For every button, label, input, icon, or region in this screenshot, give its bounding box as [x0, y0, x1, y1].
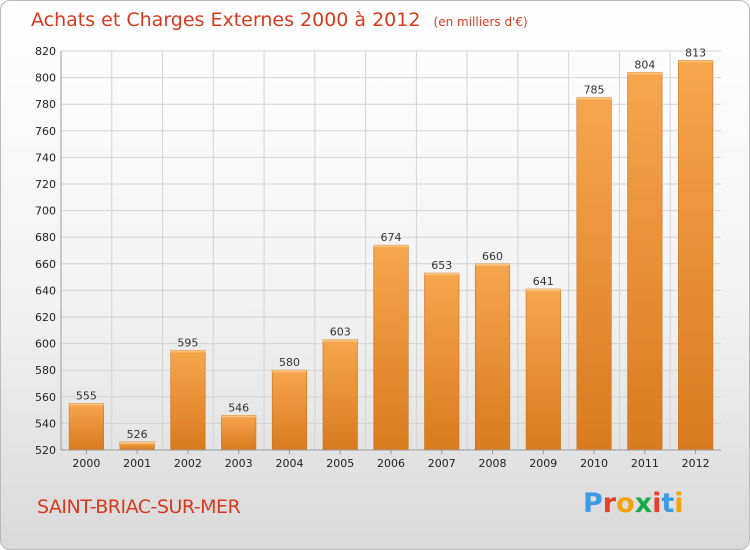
x-tick-label: 2003	[225, 457, 253, 470]
x-tick-label: 2010	[580, 457, 608, 470]
data-label-2006: 674	[381, 231, 402, 244]
bar-highlight	[373, 245, 409, 248]
bar-2000	[68, 403, 104, 451]
y-tick-label: 700	[35, 205, 56, 218]
data-label-2003: 546	[228, 401, 249, 414]
bar-highlight	[170, 350, 206, 353]
x-tick-label: 2012	[682, 457, 710, 470]
y-tick-label: 800	[35, 72, 56, 85]
logo-letter: r	[602, 488, 617, 519]
y-tick-label: 820	[35, 45, 56, 58]
y-tick-label: 760	[35, 125, 56, 138]
logo-letter: o	[616, 488, 635, 519]
bar-2007	[424, 272, 460, 451]
bar-2011	[627, 71, 663, 451]
bar-highlight	[576, 97, 612, 100]
y-tick-label: 720	[35, 178, 56, 191]
x-tick-label: 2011	[631, 457, 659, 470]
x-tick-label: 2002	[174, 457, 202, 470]
data-label-2001: 526	[127, 428, 148, 441]
bar-highlight	[627, 72, 663, 75]
bars	[68, 60, 714, 451]
x-tick-label: 2008	[479, 457, 507, 470]
y-tick-label: 620	[35, 311, 56, 324]
data-label-2002: 595	[177, 336, 198, 349]
logo-letter: t	[661, 488, 675, 519]
y-tick-label: 520	[35, 444, 56, 457]
x-tick-label: 2007	[428, 457, 456, 470]
bar-2009	[525, 288, 561, 451]
data-label-2011: 804	[634, 58, 655, 71]
bar-highlight	[678, 60, 713, 63]
y-tick-label: 560	[35, 391, 56, 404]
x-tick-label: 2006	[377, 457, 405, 470]
bar-highlight	[119, 442, 155, 445]
y-tick-label: 680	[35, 231, 56, 244]
title-text: Achats et Charges Externes 2000 à 2012	[31, 9, 421, 31]
bar-highlight	[221, 415, 256, 418]
y-tick-label: 540	[35, 417, 56, 430]
bar-2006	[373, 244, 409, 451]
x-tick-label: 2000	[72, 457, 100, 470]
data-label-2004: 580	[279, 356, 300, 369]
y-tick-label: 660	[35, 258, 56, 271]
y-tick-label: 600	[35, 338, 56, 351]
y-tick-label: 740	[35, 151, 56, 164]
x-tick-label: 2005	[326, 457, 354, 470]
x-tick-label: 2001	[123, 457, 151, 470]
bar-highlight	[272, 370, 307, 373]
proxiti-logo[interactable]: Proxiti	[583, 488, 684, 519]
logo-letter: i	[652, 488, 662, 519]
bar-2008	[474, 263, 511, 451]
x-tick-label: 2004	[275, 457, 303, 470]
bar-highlight	[526, 289, 561, 292]
data-label-2007: 653	[431, 259, 452, 272]
data-label-2012: 813	[685, 46, 706, 59]
commune-name: SAINT-BRIAC-SUR-MER	[37, 496, 241, 518]
y-tick-label: 780	[35, 98, 56, 111]
bar-highlight	[69, 403, 104, 406]
y-tick-label: 640	[35, 284, 56, 297]
bar-2004	[271, 369, 308, 451]
bar-highlight	[322, 339, 358, 342]
data-label-2000: 555	[76, 389, 97, 402]
data-label-2008: 660	[482, 250, 503, 263]
x-tick-label: 2009	[529, 457, 557, 470]
logo-letter: x	[634, 488, 653, 519]
chart-title: Achats et Charges Externes 2000 à 2012 (…	[31, 9, 528, 31]
data-labels: 555 526 595 546 580 603 674 653 660 641 785 804 813	[76, 46, 706, 441]
bar-highlight	[424, 273, 460, 276]
logo-letter: P	[583, 488, 603, 519]
bar-2005	[322, 339, 358, 451]
data-label-2010: 785	[584, 84, 605, 97]
axes: 520 540 560 580 600 620 640 660 680 700 720 740 760 7…	[35, 45, 721, 470]
bar-2010	[576, 97, 612, 451]
title-unit: (en milliers d'€)	[433, 15, 528, 29]
y-tick-label: 580	[35, 364, 56, 377]
bar-2003	[221, 415, 257, 451]
bar-2002	[170, 349, 206, 451]
logo-letter: i	[674, 488, 684, 519]
data-label-2005: 603	[330, 326, 351, 339]
data-label-2009: 641	[533, 275, 554, 288]
bar-2012	[678, 60, 714, 451]
bar-highlight	[475, 263, 510, 266]
